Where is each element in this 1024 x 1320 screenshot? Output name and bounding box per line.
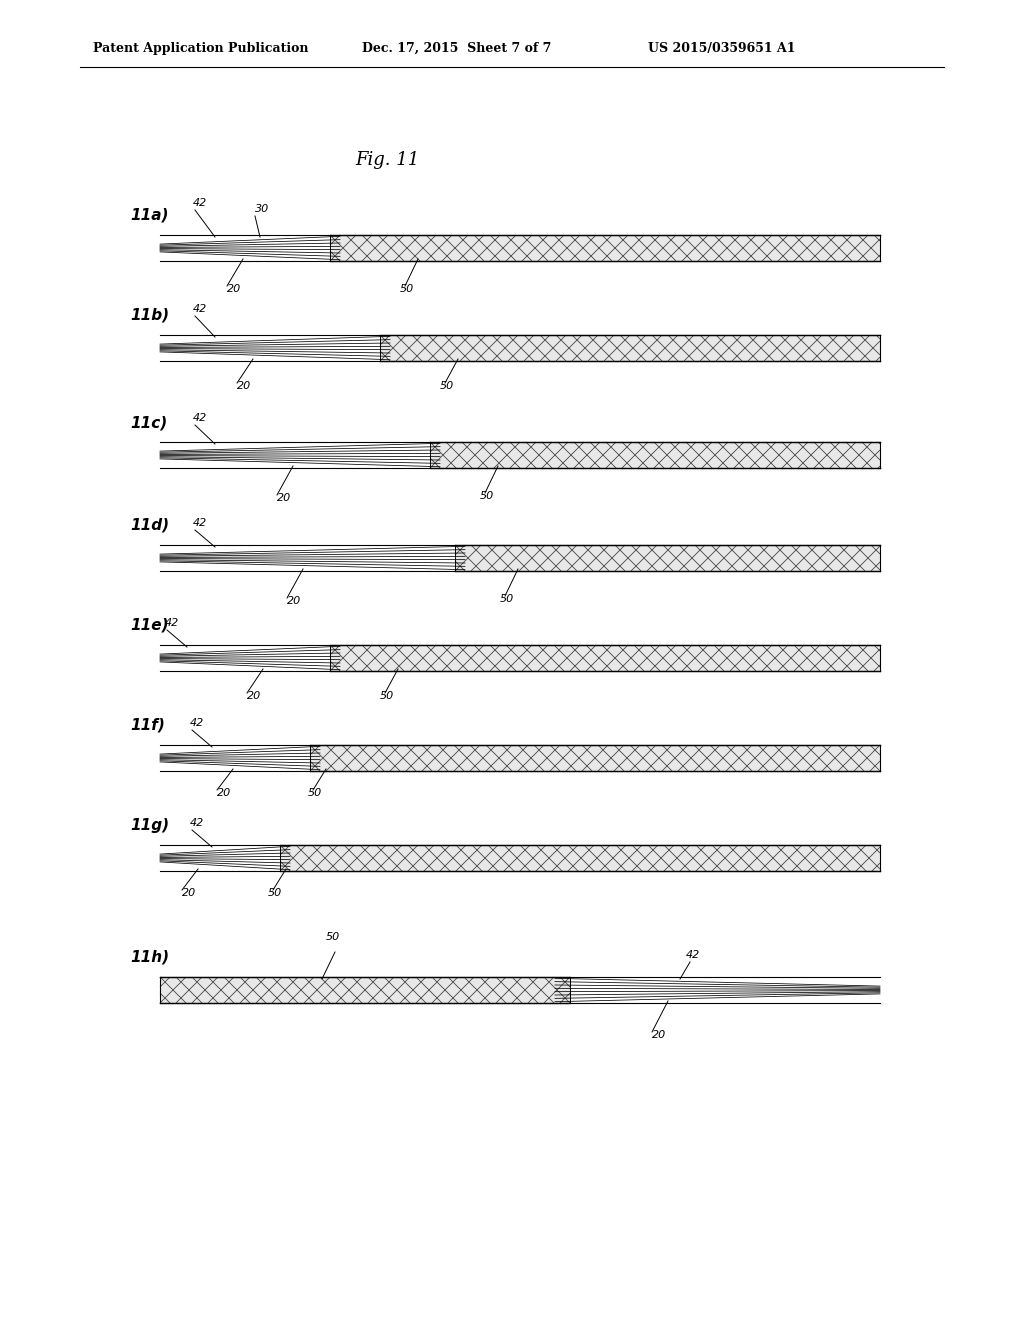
Text: 20: 20	[278, 492, 291, 503]
Bar	[430, 442, 880, 469]
Text: 50: 50	[308, 788, 323, 799]
Text: 50: 50	[380, 690, 394, 701]
Text: 20: 20	[247, 690, 261, 701]
Bar	[280, 845, 880, 871]
Text: 42: 42	[165, 618, 179, 628]
Bar	[310, 744, 880, 771]
Bar	[455, 545, 880, 572]
Text: 11h): 11h)	[130, 950, 169, 965]
Text: US 2015/0359651 A1: US 2015/0359651 A1	[648, 42, 796, 55]
Text: Dec. 17, 2015  Sheet 7 of 7: Dec. 17, 2015 Sheet 7 of 7	[362, 42, 551, 55]
Text: 30: 30	[255, 205, 269, 214]
Text: 42: 42	[193, 413, 207, 422]
Bar	[330, 235, 880, 261]
Text: 50: 50	[500, 594, 514, 605]
Text: 20: 20	[287, 597, 301, 606]
Bar	[380, 335, 880, 360]
Text: 11d): 11d)	[130, 517, 169, 533]
Text: 20: 20	[182, 888, 197, 898]
Text: 11c): 11c)	[130, 414, 167, 430]
Text: 11a): 11a)	[130, 209, 169, 223]
Text: 42: 42	[190, 718, 204, 729]
Text: 50: 50	[480, 491, 495, 502]
Text: 11b): 11b)	[130, 308, 169, 323]
Text: 42: 42	[193, 304, 207, 314]
Text: 50: 50	[268, 888, 283, 898]
Text: 50: 50	[326, 932, 340, 942]
Text: 20: 20	[652, 1030, 667, 1040]
Text: 11g): 11g)	[130, 818, 169, 833]
Text: 20: 20	[237, 381, 251, 391]
Text: 42: 42	[190, 818, 204, 828]
Text: Patent Application Publication: Patent Application Publication	[93, 42, 308, 55]
Bar	[160, 977, 570, 1003]
Text: 42: 42	[193, 517, 207, 528]
Text: 42: 42	[686, 950, 700, 960]
Text: 11e): 11e)	[130, 618, 169, 634]
Text: 50: 50	[400, 284, 415, 294]
Text: 50: 50	[440, 381, 455, 391]
Text: 20: 20	[217, 788, 231, 799]
Text: 20: 20	[227, 284, 242, 294]
Text: 11f): 11f)	[130, 718, 165, 733]
Bar	[330, 645, 880, 671]
Text: 42: 42	[193, 198, 207, 209]
Text: Fig. 11: Fig. 11	[355, 150, 419, 169]
